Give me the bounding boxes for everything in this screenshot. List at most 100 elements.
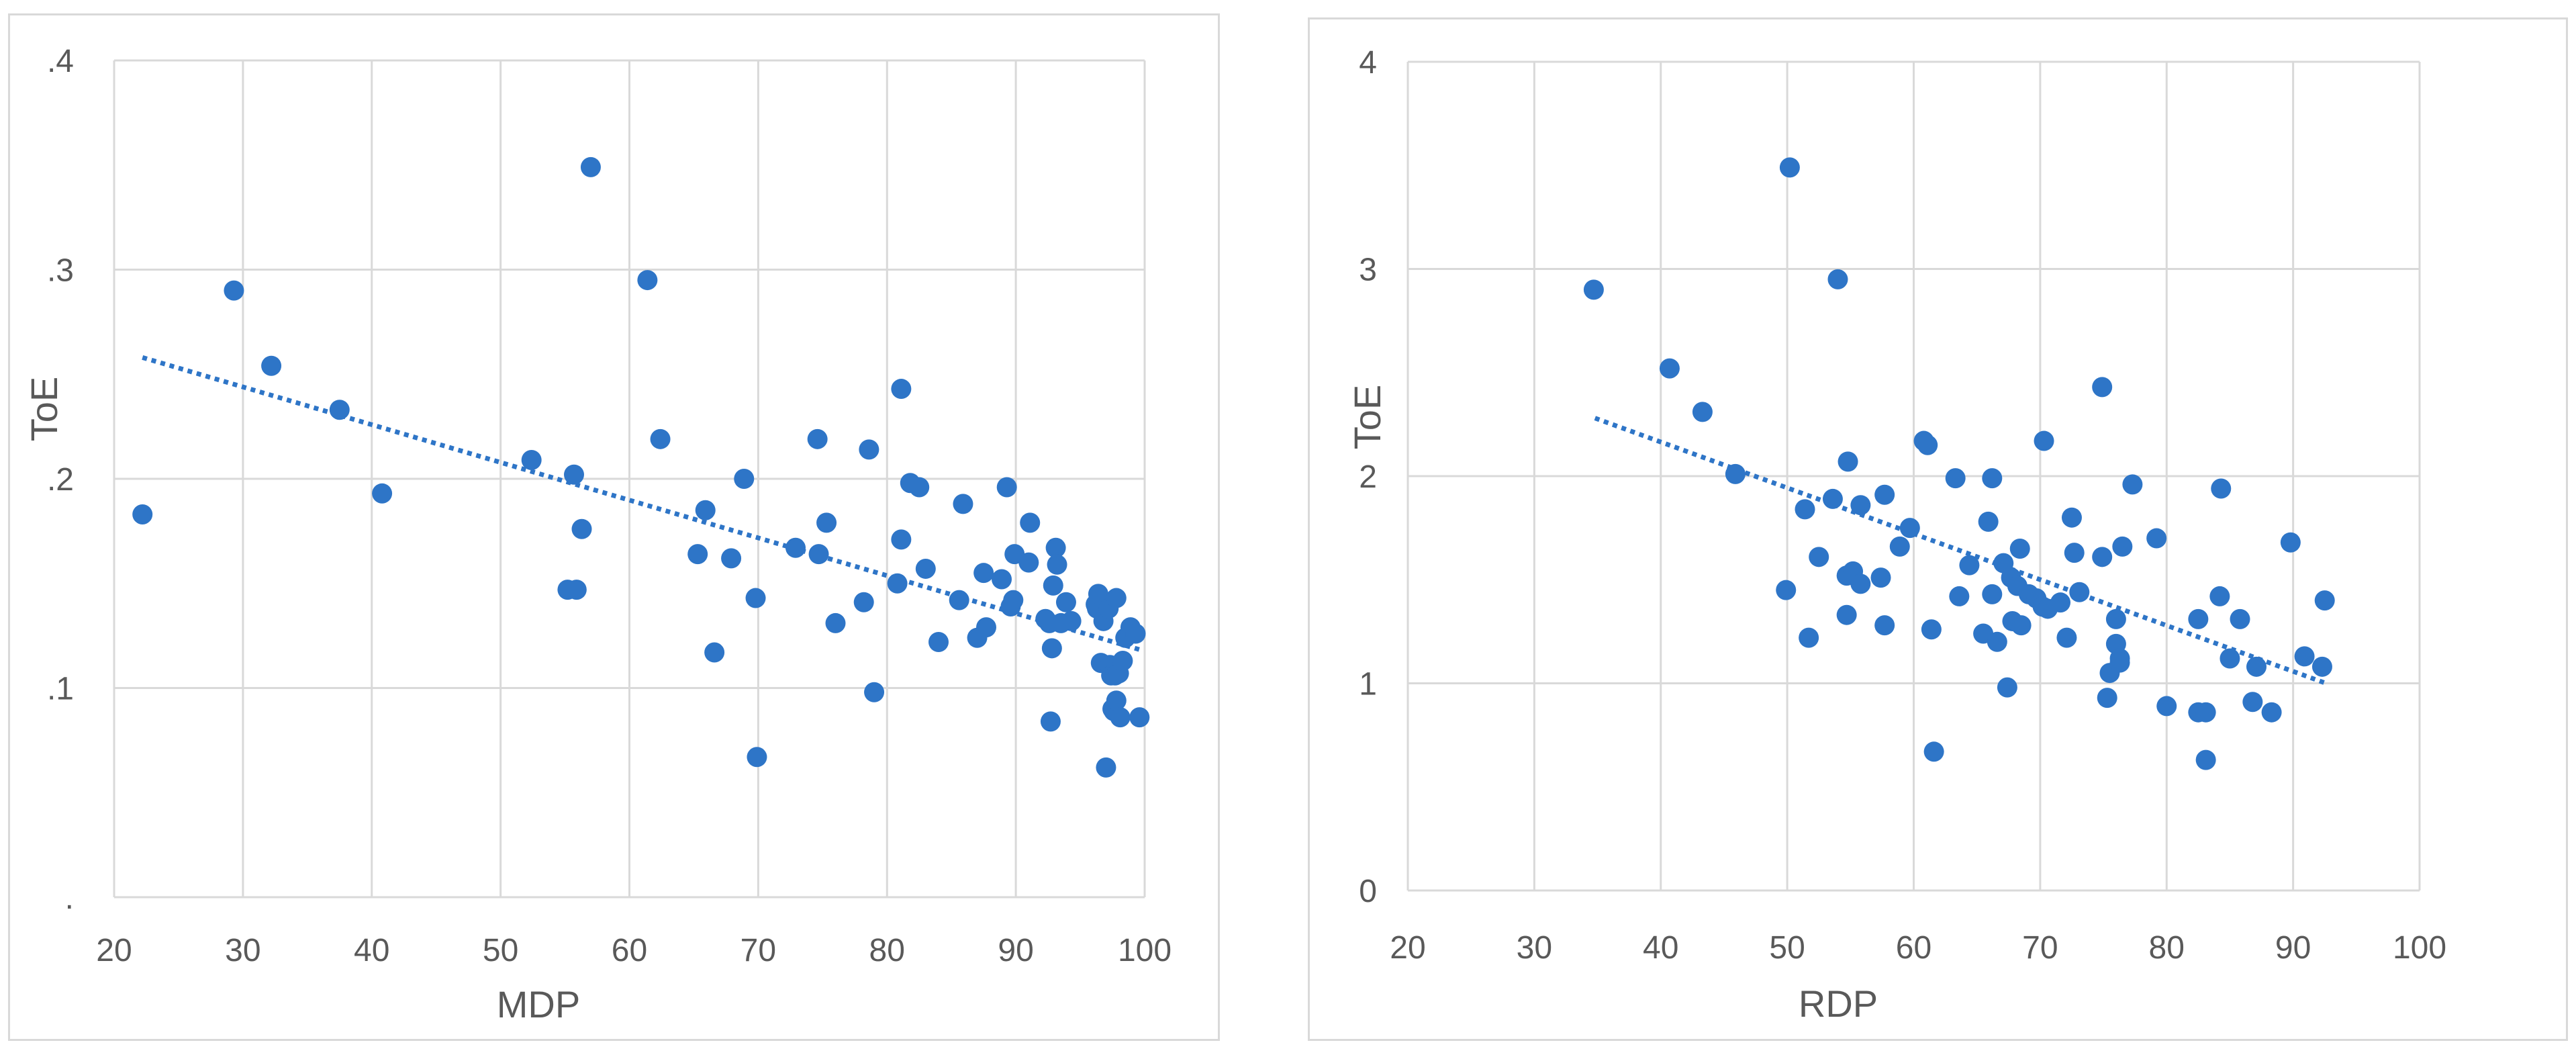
data-point <box>975 617 996 638</box>
data-point <box>1003 590 1024 610</box>
data-point <box>1809 547 1829 567</box>
data-point <box>1692 402 1713 422</box>
data-point <box>224 280 244 301</box>
data-point <box>1110 707 1131 728</box>
data-point <box>1827 269 1848 289</box>
data-point <box>2195 749 2216 770</box>
y-tick-label: 2 <box>1359 459 1377 495</box>
data-point <box>2092 377 2113 398</box>
data-point <box>1945 468 1966 489</box>
y-tick-label: .2 <box>47 462 74 498</box>
y-tick-label: .1 <box>47 672 74 707</box>
data-point <box>1978 511 1999 532</box>
x-axis-title: RDP <box>1799 982 1878 1025</box>
data-point <box>2056 627 2077 648</box>
y-axis-title: ToE <box>23 377 65 442</box>
data-point <box>721 548 742 569</box>
data-point <box>1112 651 1133 672</box>
data-point <box>1870 567 1891 588</box>
data-point <box>2034 430 2054 451</box>
data-point <box>1659 358 1680 379</box>
data-point <box>2220 648 2240 669</box>
data-point <box>853 592 874 612</box>
x-tick-label: 80 <box>2149 930 2185 966</box>
data-point <box>785 537 806 558</box>
x-tick-label: 40 <box>1643 930 1678 966</box>
data-point <box>1106 690 1127 711</box>
data-point <box>704 642 725 663</box>
data-point <box>2064 543 2085 563</box>
x-tick-label: 40 <box>354 933 389 968</box>
data-point <box>1822 488 1843 509</box>
data-point <box>2011 615 2032 636</box>
data-point <box>566 580 587 600</box>
data-point <box>1874 484 1895 505</box>
data-point <box>747 747 767 768</box>
data-point <box>992 569 1012 590</box>
data-point <box>1921 619 1942 640</box>
data-point <box>2188 608 2209 629</box>
data-point <box>2122 474 2143 495</box>
data-point <box>1018 552 1039 573</box>
data-point <box>949 590 969 610</box>
data-point <box>2261 702 2282 723</box>
data-point <box>816 512 837 533</box>
x-tick-label: 80 <box>869 933 905 968</box>
data-point <box>1779 157 1800 178</box>
y-tick-label: 1 <box>1359 667 1377 702</box>
data-point <box>1795 499 1815 520</box>
data-point <box>1997 677 2017 698</box>
data-point <box>132 504 153 524</box>
data-point <box>2069 582 2090 602</box>
scatter-chart-mdp-toe: 20 30 40 50 60 70 80 90 100. .1 .2 .3 .4 MDP ToE <box>23 44 1172 1025</box>
data-point <box>1776 580 1797 600</box>
data-point <box>1725 463 1746 484</box>
y-tick-label: 3 <box>1359 253 1377 288</box>
data-point <box>2314 590 2335 611</box>
data-point <box>2195 702 2216 723</box>
x-tick-label: 30 <box>1517 930 1552 966</box>
data-point <box>1836 604 1857 625</box>
data-point <box>2211 478 2232 499</box>
data-point <box>329 400 350 420</box>
data-point <box>580 156 601 177</box>
trendline <box>142 355 1143 653</box>
data-point <box>1129 707 1150 728</box>
data-point <box>2242 692 2263 713</box>
data-point <box>891 379 912 400</box>
x-tick-label: 50 <box>1769 930 1805 966</box>
data-point <box>1850 495 1871 516</box>
x-tick-label: 50 <box>483 933 518 968</box>
data-point <box>695 500 716 520</box>
data-point <box>734 469 755 489</box>
chart-panel-rdp: 20 30 40 50 60 70 80 90 100 0 1 2 3 4 RDP ToE <box>1308 17 2568 1041</box>
trendline <box>1594 416 2327 686</box>
data-point <box>1043 575 1063 596</box>
data-point <box>2230 608 2250 629</box>
data-point <box>2105 608 2126 629</box>
data-point <box>909 477 930 498</box>
data-point <box>808 544 829 565</box>
data-point <box>1949 586 1970 606</box>
data-point <box>953 494 973 514</box>
data-point <box>2112 536 2133 557</box>
data-point <box>1125 623 1146 644</box>
y-tick-label: .3 <box>47 253 74 289</box>
data-point <box>1061 610 1082 631</box>
x-tick-label: 90 <box>998 933 1033 968</box>
x-tick-label: 60 <box>1896 930 1931 966</box>
data-point <box>563 464 584 485</box>
data-point <box>1838 451 1858 472</box>
data-point <box>2050 592 2071 613</box>
data-point <box>807 428 828 449</box>
y-tick-label: 4 <box>1359 45 1377 81</box>
data-point <box>2092 547 2113 567</box>
data-point <box>1982 584 2003 604</box>
data-point <box>1055 592 1076 612</box>
data-point <box>745 588 766 608</box>
data-point <box>687 544 708 565</box>
data-point <box>1096 757 1116 778</box>
data-point <box>915 558 936 579</box>
data-point <box>1850 574 1871 594</box>
data-point <box>1889 536 1910 557</box>
